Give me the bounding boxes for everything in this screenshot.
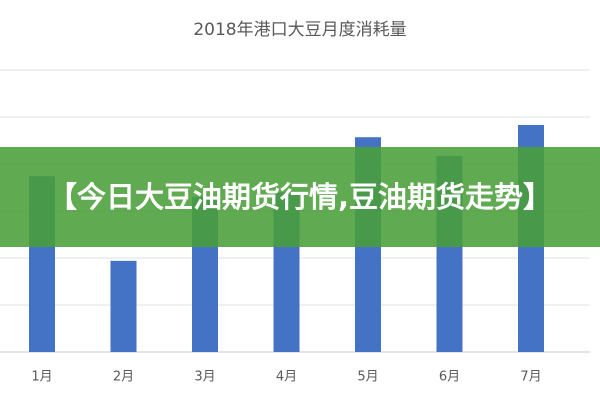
x-tick-label: 5月 — [357, 370, 378, 385]
x-tick-label: 1月 — [31, 370, 52, 385]
x-tick-label: 4月 — [276, 370, 297, 385]
x-tick-label: 2月 — [113, 370, 134, 385]
chart-title: 2018年港口大豆月度消耗量 — [193, 20, 406, 40]
x-tick-label: 6月 — [439, 370, 460, 385]
bar — [110, 260, 137, 352]
banner: 【今日大豆油期货行情,豆油期货走势】 — [0, 147, 600, 247]
banner-text: 【今日大豆油期货行情,豆油期货走势】 — [47, 180, 553, 214]
x-tick-label: 3月 — [194, 370, 215, 385]
x-tick-label: 7月 — [520, 370, 541, 385]
